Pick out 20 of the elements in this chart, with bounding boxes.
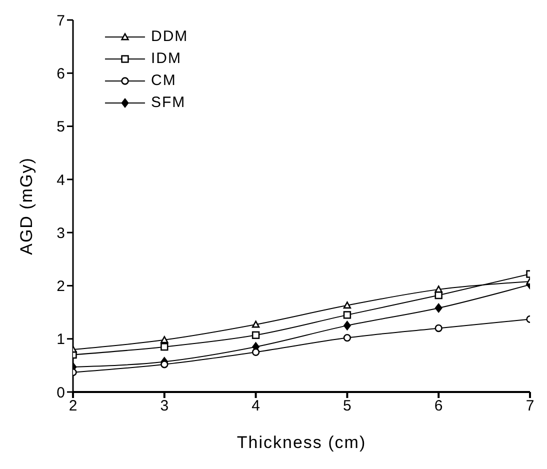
y-tick-label: 7 xyxy=(56,12,65,30)
y-tick-label: 5 xyxy=(56,118,65,136)
x-tick-label: 6 xyxy=(434,398,443,415)
x-tick-label: 7 xyxy=(526,398,534,415)
y-tick-label: 2 xyxy=(56,278,65,296)
legend-label: SFM xyxy=(151,93,186,113)
y-axis-title: AGD (mGy) xyxy=(17,157,36,255)
y-tick-label: 6 xyxy=(56,65,65,82)
x-tick-label: 4 xyxy=(252,398,260,415)
y-tick-label: 1 xyxy=(56,331,65,348)
x-tick-label: 3 xyxy=(160,398,169,415)
legend-label: DDM xyxy=(151,27,188,47)
x-tick-label: 5 xyxy=(343,398,352,415)
x-axis-title: Thickness (cm) xyxy=(236,433,366,452)
legend-label: IDM xyxy=(151,49,182,69)
y-tick-label: 3 xyxy=(56,224,65,242)
x-tick-label: 2 xyxy=(68,398,78,415)
y-tick-label: 4 xyxy=(56,172,65,189)
legend-label: CM xyxy=(151,71,176,91)
y-tick-label: 0 xyxy=(56,384,65,402)
